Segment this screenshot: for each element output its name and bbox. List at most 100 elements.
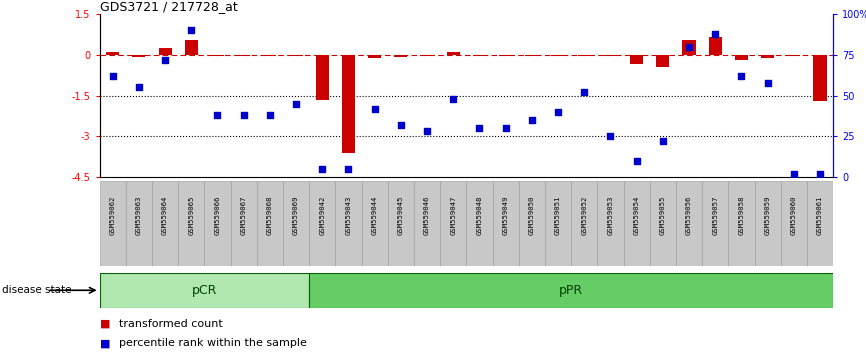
Text: GSM559063: GSM559063 bbox=[136, 196, 142, 235]
Text: GSM559050: GSM559050 bbox=[529, 196, 535, 235]
Bar bbox=[211, 55, 224, 56]
Bar bbox=[368, 55, 381, 58]
Bar bbox=[473, 55, 486, 56]
Bar bbox=[735, 55, 748, 60]
Text: GSM559069: GSM559069 bbox=[293, 196, 299, 235]
Point bbox=[682, 44, 696, 50]
Point bbox=[604, 133, 617, 139]
Text: transformed count: transformed count bbox=[119, 319, 223, 329]
Bar bbox=[499, 55, 512, 56]
Text: GSM559058: GSM559058 bbox=[739, 196, 745, 235]
Text: GSM559053: GSM559053 bbox=[607, 196, 613, 235]
Text: GSM559049: GSM559049 bbox=[502, 196, 508, 235]
Text: GSM559055: GSM559055 bbox=[660, 196, 666, 235]
Text: GSM559067: GSM559067 bbox=[241, 196, 247, 235]
Point bbox=[734, 73, 748, 79]
Point bbox=[499, 125, 513, 131]
Text: GSM559052: GSM559052 bbox=[581, 196, 587, 235]
Point bbox=[236, 112, 250, 118]
Point bbox=[368, 106, 382, 112]
Bar bbox=[807, 181, 833, 266]
Bar bbox=[598, 181, 624, 266]
Text: pPR: pPR bbox=[559, 284, 583, 297]
Point bbox=[813, 171, 827, 177]
Bar bbox=[682, 40, 695, 55]
Point bbox=[630, 158, 643, 164]
Bar bbox=[781, 181, 807, 266]
Text: GSM559064: GSM559064 bbox=[162, 196, 168, 235]
Bar bbox=[708, 37, 721, 55]
Bar bbox=[204, 181, 230, 266]
Bar bbox=[526, 55, 539, 56]
Point bbox=[787, 171, 801, 177]
Bar bbox=[237, 55, 250, 56]
Text: GSM559047: GSM559047 bbox=[450, 196, 456, 235]
Bar bbox=[624, 181, 650, 266]
Point bbox=[184, 28, 198, 33]
Text: GSM559066: GSM559066 bbox=[215, 196, 221, 235]
Text: GSM559068: GSM559068 bbox=[267, 196, 273, 235]
Text: GSM559059: GSM559059 bbox=[765, 196, 771, 235]
Point bbox=[578, 90, 591, 95]
Bar bbox=[650, 181, 675, 266]
Bar bbox=[289, 55, 302, 56]
Bar bbox=[754, 181, 781, 266]
Point bbox=[708, 31, 722, 36]
Text: GSM559061: GSM559061 bbox=[817, 196, 823, 235]
Bar bbox=[100, 273, 309, 308]
Text: GSM559056: GSM559056 bbox=[686, 196, 692, 235]
Text: GSM559057: GSM559057 bbox=[712, 196, 718, 235]
Point bbox=[289, 101, 303, 107]
Text: GSM559051: GSM559051 bbox=[555, 196, 561, 235]
Bar bbox=[466, 181, 493, 266]
Bar bbox=[335, 181, 362, 266]
Text: GDS3721 / 217728_at: GDS3721 / 217728_at bbox=[100, 0, 237, 13]
Bar bbox=[342, 55, 355, 153]
Bar bbox=[630, 55, 643, 64]
Bar bbox=[361, 181, 388, 266]
Bar bbox=[263, 55, 276, 56]
Text: GSM559044: GSM559044 bbox=[372, 196, 378, 235]
Bar bbox=[761, 55, 774, 58]
Bar bbox=[656, 55, 669, 67]
Bar bbox=[283, 181, 309, 266]
Point bbox=[656, 138, 669, 144]
Point bbox=[394, 122, 408, 128]
Text: GSM559065: GSM559065 bbox=[188, 196, 194, 235]
Bar bbox=[519, 181, 545, 266]
Bar bbox=[152, 181, 178, 266]
Bar bbox=[178, 181, 204, 266]
Text: disease state: disease state bbox=[2, 285, 71, 295]
Point bbox=[473, 125, 487, 131]
Point bbox=[263, 112, 277, 118]
Text: GSM559043: GSM559043 bbox=[346, 196, 352, 235]
Bar bbox=[702, 181, 728, 266]
Text: GSM559045: GSM559045 bbox=[397, 196, 404, 235]
Bar bbox=[100, 181, 126, 266]
Bar bbox=[132, 55, 145, 57]
Text: GSM559042: GSM559042 bbox=[320, 196, 326, 235]
Bar bbox=[309, 273, 833, 308]
Bar bbox=[440, 181, 466, 266]
Text: GSM559062: GSM559062 bbox=[110, 196, 116, 235]
Bar bbox=[394, 55, 407, 57]
Bar bbox=[604, 55, 617, 56]
Bar bbox=[256, 181, 283, 266]
Point bbox=[315, 166, 329, 172]
Text: GSM559048: GSM559048 bbox=[476, 196, 482, 235]
Bar bbox=[158, 48, 171, 55]
Point bbox=[420, 129, 434, 134]
Text: pCR: pCR bbox=[191, 284, 217, 297]
Bar bbox=[230, 181, 256, 266]
Point bbox=[210, 112, 224, 118]
Bar bbox=[813, 55, 826, 101]
Bar bbox=[545, 181, 572, 266]
Bar bbox=[414, 181, 440, 266]
Point bbox=[525, 117, 539, 123]
Bar bbox=[572, 181, 598, 266]
Bar bbox=[184, 40, 197, 55]
Text: ■: ■ bbox=[100, 319, 113, 329]
Bar bbox=[728, 181, 754, 266]
Bar bbox=[421, 55, 434, 56]
Bar bbox=[493, 181, 519, 266]
